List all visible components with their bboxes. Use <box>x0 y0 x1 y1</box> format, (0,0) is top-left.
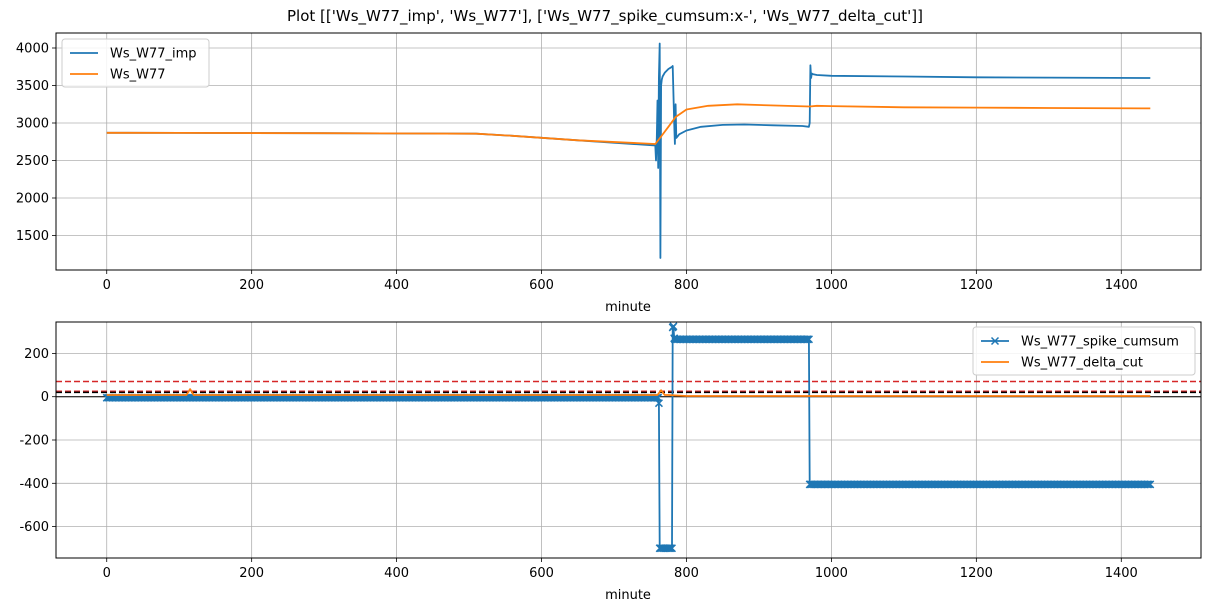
figure-title: Plot [['Ws_W77_imp', 'Ws_W77'], ['Ws_W77… <box>287 7 923 26</box>
top-x-tick-label: 1200 <box>960 278 993 293</box>
ws-w77-spike-cumsum-markers <box>102 322 1155 553</box>
top-x-tick-label: 1000 <box>815 278 848 293</box>
top-legend: Ws_W77_imp Ws_W77 <box>61 38 210 88</box>
bottom-y-tick-label: 200 <box>24 347 49 362</box>
ws-w77-line <box>106 103 1151 145</box>
top-y-tick-label: 3000 <box>16 117 49 132</box>
top-y-tick-label: 2500 <box>16 154 49 169</box>
ws-w77-delta-cut-legend-label: Ws_W77_delta_cut <box>1021 356 1143 371</box>
bottom-series <box>102 322 1155 553</box>
ws-w77-spike-cumsum-marker <box>654 399 663 408</box>
top-series <box>106 42 1151 259</box>
bottom-subplot: 0 200 400 600 800 1000 1200 1400 -600 -400 -200 0 20… <box>19 321 1202 603</box>
top-x-tick-label: 800 <box>674 278 699 293</box>
bottom-y-tick-label: -600 <box>19 520 49 535</box>
top-y-tick-label: 1500 <box>16 229 49 244</box>
ws-w77-spike-cumsum-marker <box>1144 480 1153 489</box>
top-x-tick-label: 0 <box>103 278 111 293</box>
bottom-y-tick-label: -200 <box>19 434 49 449</box>
bottom-legend: Ws_W77_spike_cumsum Ws_W77_delta_cut <box>972 326 1196 376</box>
ws-w77-spike-cumsum-marker <box>1146 480 1155 489</box>
bottom-y-tick-label: -400 <box>19 477 49 492</box>
top-axes-frame <box>55 32 1202 271</box>
bottom-y-tick-label: 0 <box>41 390 49 405</box>
ws-w77-spike-cumsum-marker <box>669 322 678 331</box>
ws-w77-legend-label: Ws_W77 <box>110 68 166 83</box>
ws-w77-spike-cumsum-marker <box>667 544 677 553</box>
ws-w77-spike-cumsum-marker <box>665 544 674 553</box>
bottom-legend-box <box>972 326 1196 376</box>
top-legend-box <box>61 38 210 88</box>
top-ticks: 0 200 400 600 800 1000 1200 1400 1500 2000 2500 300… <box>16 42 1138 294</box>
bottom-x-tick-label: 0 <box>103 566 111 581</box>
bottom-x-tick-label: 600 <box>529 566 554 581</box>
ws-w77-spike-cumsum-marker <box>803 335 812 344</box>
top-y-tick-label: 3500 <box>16 79 49 94</box>
bottom-x-tick-label: 1200 <box>960 566 993 581</box>
bottom-x-axis-label: minute <box>605 588 651 603</box>
top-x-axis-label: minute <box>605 300 651 315</box>
ws-w77-delta-cut-line <box>106 388 1151 397</box>
top-y-tick-label: 2000 <box>16 192 49 207</box>
ws-w77-imp-line <box>106 42 1151 259</box>
ws-w77-spike-cumsum-marker <box>804 335 813 344</box>
top-subplot: 0 200 400 600 800 1000 1200 1400 1500 2000 2500 300… <box>16 32 1202 315</box>
ws-w77-spike-cumsum-marker <box>1143 480 1152 489</box>
ws-w77-spike-cumsum-marker <box>666 544 675 553</box>
top-x-tick-label: 200 <box>239 278 264 293</box>
bottom-x-tick-label: 400 <box>384 566 409 581</box>
ws-w77-spike-cumsum-marker <box>802 335 811 344</box>
bottom-x-tick-label: 1000 <box>815 566 848 581</box>
top-x-tick-label: 600 <box>529 278 554 293</box>
bottom-ticks: 0 200 400 600 800 1000 1200 1400 -600 -400 -200 0 20… <box>19 347 1137 581</box>
ws-w77-imp-legend-label: Ws_W77_imp <box>110 47 197 62</box>
ws-w77-spike-cumsum-legend-marker <box>990 336 1000 346</box>
top-y-tick-label: 4000 <box>16 42 49 57</box>
top-x-tick-label: 1400 <box>1105 278 1138 293</box>
top-grid <box>56 33 1201 270</box>
bottom-x-tick-label: 1400 <box>1105 566 1138 581</box>
bottom-x-tick-label: 800 <box>674 566 699 581</box>
top-x-tick-label: 400 <box>384 278 409 293</box>
ws-w77-spike-cumsum-legend-label: Ws_W77_spike_cumsum <box>1021 335 1179 350</box>
bottom-x-tick-label: 200 <box>239 566 264 581</box>
